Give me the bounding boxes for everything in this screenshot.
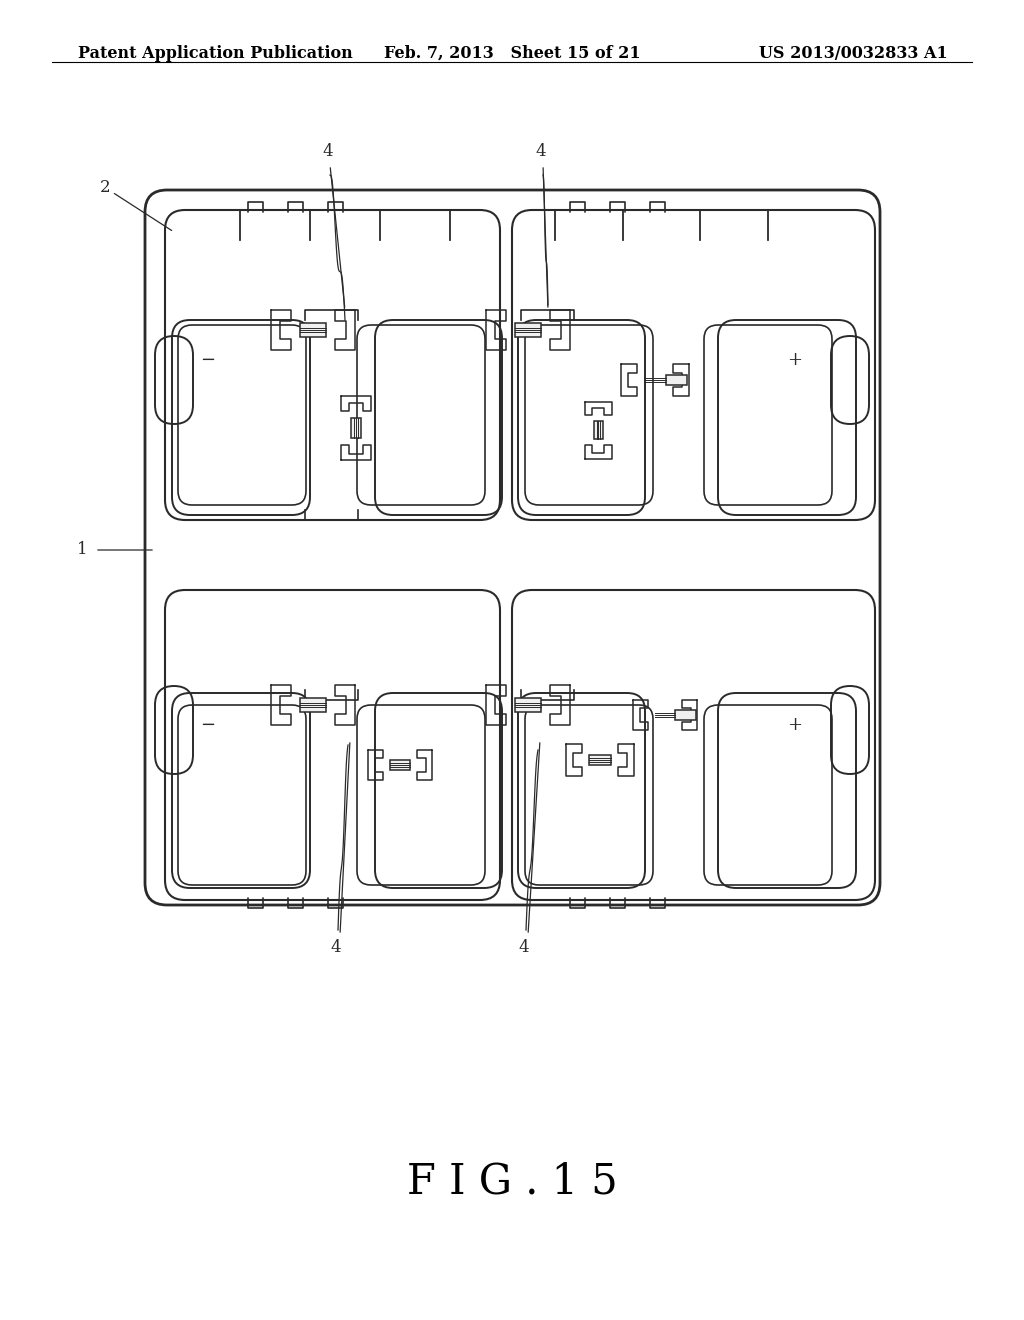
Text: 1: 1 bbox=[78, 541, 88, 558]
Bar bbox=[589, 755, 610, 766]
Text: −: − bbox=[201, 715, 216, 734]
Text: Feb. 7, 2013   Sheet 15 of 21: Feb. 7, 2013 Sheet 15 of 21 bbox=[384, 45, 640, 62]
Text: Patent Application Publication: Patent Application Publication bbox=[78, 45, 352, 62]
Text: F I G . 1 5: F I G . 1 5 bbox=[407, 1162, 617, 1203]
Bar bbox=[300, 323, 327, 337]
Text: +: + bbox=[787, 351, 803, 370]
Text: 4: 4 bbox=[323, 144, 334, 161]
Bar bbox=[351, 418, 361, 438]
Bar bbox=[390, 760, 411, 770]
Text: 4: 4 bbox=[519, 940, 529, 957]
Text: US 2013/0032833 A1: US 2013/0032833 A1 bbox=[759, 45, 948, 62]
Text: −: − bbox=[201, 351, 216, 370]
Text: 2: 2 bbox=[99, 178, 111, 195]
Text: 4: 4 bbox=[331, 940, 341, 957]
Bar bbox=[515, 698, 542, 711]
Bar bbox=[594, 421, 602, 440]
Bar bbox=[666, 375, 687, 385]
FancyBboxPatch shape bbox=[145, 190, 880, 906]
Bar bbox=[675, 710, 695, 721]
Text: +: + bbox=[787, 715, 803, 734]
Text: 4: 4 bbox=[536, 144, 547, 161]
Bar bbox=[300, 698, 327, 711]
Bar bbox=[515, 323, 542, 337]
